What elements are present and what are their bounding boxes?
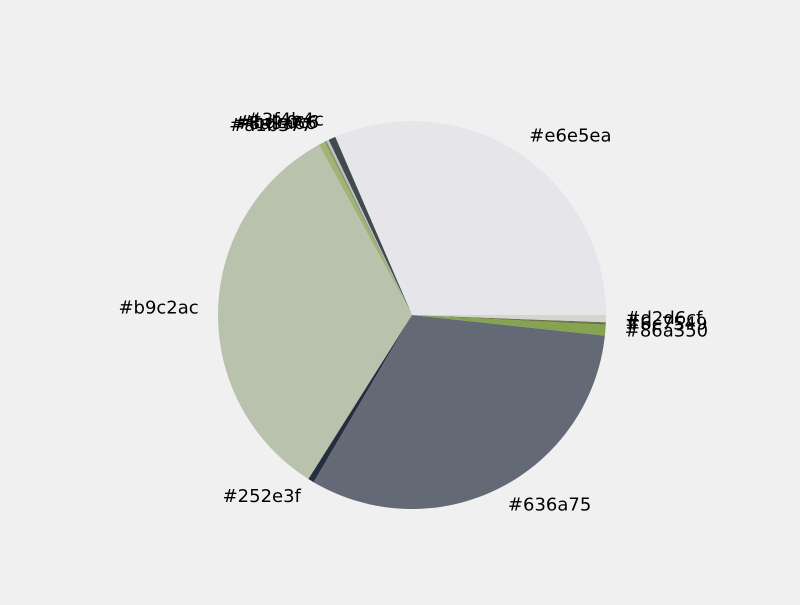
- slice-label: #e6e5ea: [529, 126, 611, 147]
- pie-slice: [335, 120, 606, 315]
- pie-slice: [412, 315, 606, 325]
- slice-label: #6c7549: [625, 313, 707, 334]
- slice-label: #8a9a66: [234, 113, 317, 134]
- pie-slice: [318, 141, 412, 315]
- slice-label: #86a350: [625, 321, 708, 342]
- pie-slices: [218, 120, 606, 509]
- slice-label: #636a75: [508, 495, 591, 516]
- slice-label: #d2d6cf: [625, 308, 703, 329]
- pie-slice: [313, 315, 605, 509]
- slice-label: #3f4b4c: [247, 110, 324, 131]
- slice-label: #b9c2ac: [118, 297, 198, 318]
- pie-slice: [328, 136, 412, 315]
- pie-slice: [308, 315, 412, 483]
- pie-slice: [412, 315, 606, 336]
- pie-slice: [326, 139, 412, 315]
- slice-label: #252e3f: [223, 486, 302, 507]
- pie-slice: [412, 315, 606, 323]
- slice-label: #a1b377: [229, 115, 312, 136]
- pie-slice: [218, 144, 412, 480]
- slice-label: #bdc0c6: [238, 112, 319, 133]
- pie-slice: [324, 140, 412, 315]
- pie-labels: #e6e5ea #3f4b4c#bdc0c6#8a9a66#a1b377 #b9c2…: [118, 110, 708, 516]
